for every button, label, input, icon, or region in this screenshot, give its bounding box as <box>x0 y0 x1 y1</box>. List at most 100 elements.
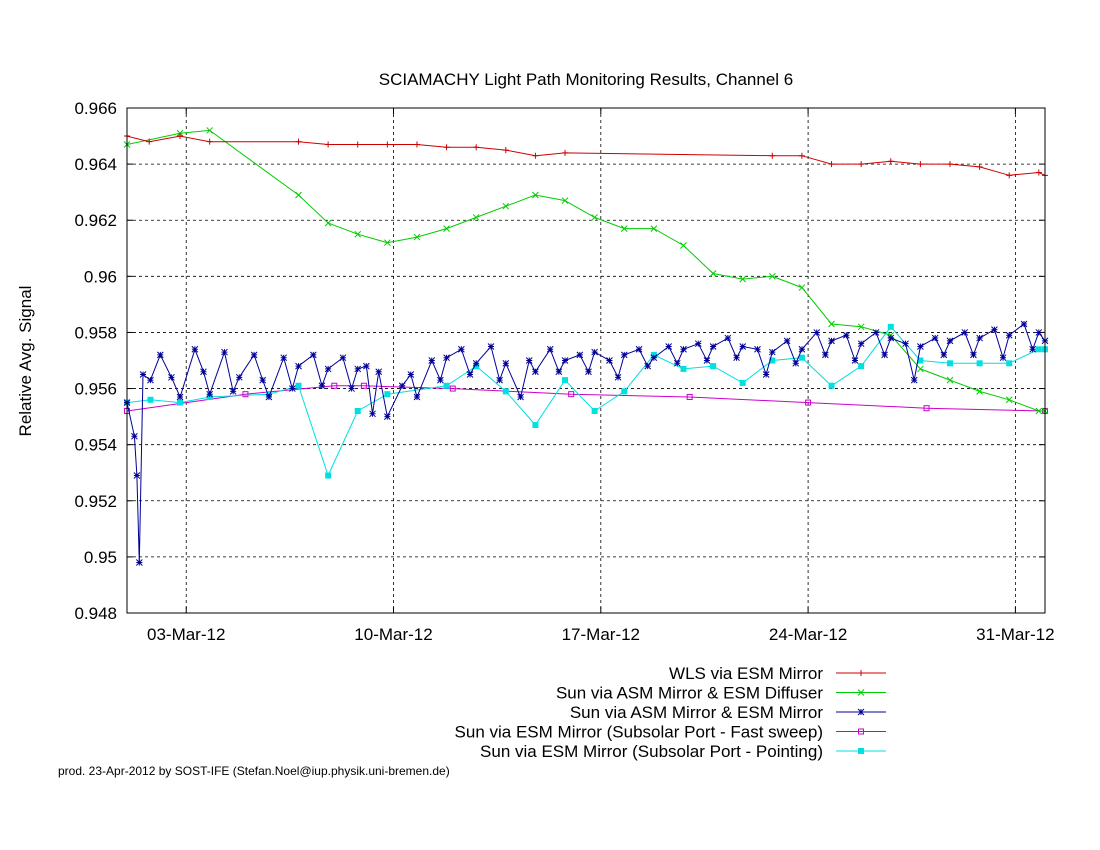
data-point <box>517 393 524 401</box>
data-point <box>532 191 539 199</box>
data-point <box>828 320 835 328</box>
data-point <box>946 360 953 367</box>
data-point <box>842 331 850 339</box>
data-point <box>739 275 747 283</box>
data-point <box>561 357 569 364</box>
data-point <box>591 408 598 414</box>
data-point <box>235 373 243 381</box>
data-point <box>206 138 213 145</box>
data-point <box>858 161 865 168</box>
x-tick-label: 03-Mar-12 <box>147 625 225 644</box>
x-tick-label: 31-Mar-12 <box>976 625 1054 644</box>
data-point <box>383 413 391 420</box>
data-point <box>206 127 214 134</box>
data-point <box>620 351 628 359</box>
data-point <box>384 141 391 148</box>
chart-title: SCIAMACHY Light Path Monitoring Results,… <box>379 70 794 89</box>
data-point <box>555 368 563 376</box>
data-point <box>917 343 924 350</box>
data-point <box>710 363 717 370</box>
data-point <box>858 748 864 754</box>
data-point <box>694 340 702 348</box>
data-point <box>473 144 480 151</box>
data-point <box>354 408 361 414</box>
data-point <box>650 225 658 232</box>
data-point <box>295 382 302 389</box>
data-point <box>828 161 835 168</box>
data-point <box>754 345 761 353</box>
data-point <box>976 360 983 367</box>
data-point <box>318 382 326 390</box>
data-point <box>635 345 643 353</box>
y-tick-label: 0.964 <box>74 155 117 174</box>
data-point <box>502 359 510 367</box>
data-point <box>783 337 791 345</box>
data-point <box>1029 345 1037 353</box>
data-point <box>585 368 592 376</box>
data-point <box>724 334 732 342</box>
grid <box>127 108 1045 613</box>
data-point <box>487 343 495 350</box>
y-tick-label: 0.966 <box>74 99 117 118</box>
y-tick-label: 0.962 <box>74 211 117 230</box>
data-point <box>961 329 969 336</box>
data-point <box>1035 407 1043 415</box>
y-tick-label: 0.956 <box>74 380 117 399</box>
data-point <box>242 391 249 398</box>
data-point <box>665 343 673 350</box>
data-point <box>568 391 575 398</box>
x-tick-label: 17-Mar-12 <box>562 625 640 644</box>
data-point <box>768 348 776 356</box>
data-point <box>295 362 302 370</box>
data-point <box>976 163 983 170</box>
data-point <box>325 141 332 148</box>
data-point <box>383 239 391 247</box>
data-point <box>798 152 805 159</box>
plot-frame <box>126 107 1046 614</box>
data-point <box>828 382 835 389</box>
axis-ticks: 0.948 0.95 0.952 0.954 0.956 0.958 0.96 0.962 0.… <box>74 99 1054 644</box>
data-point <box>591 214 598 221</box>
data-point <box>309 351 317 359</box>
data-point <box>769 357 776 364</box>
data-point <box>805 399 812 406</box>
data-point <box>324 219 332 227</box>
data-point <box>910 376 918 384</box>
data-point <box>822 351 829 359</box>
data-point <box>177 133 184 140</box>
data-point <box>354 141 361 148</box>
data-point <box>798 345 806 353</box>
data-point <box>407 371 415 378</box>
legend-label: Sun via ASM Mirror & ESM Mirror <box>570 703 823 722</box>
data-point <box>644 362 652 370</box>
data-point <box>673 359 681 367</box>
data-point <box>620 225 628 232</box>
data-point <box>887 323 894 330</box>
data-point <box>147 396 154 403</box>
data-point <box>324 365 332 373</box>
data-point <box>562 377 569 384</box>
data-point <box>413 393 421 401</box>
data-point <box>295 191 302 199</box>
data-point <box>857 323 865 331</box>
series-line <box>126 385 1046 412</box>
data-point <box>265 393 273 401</box>
data-point <box>857 689 865 696</box>
data-point <box>259 376 267 384</box>
data-point <box>135 559 143 566</box>
y-tick-label: 0.952 <box>74 492 117 511</box>
data-point <box>348 385 355 392</box>
data-point <box>686 393 693 400</box>
data-point <box>798 354 805 361</box>
data-point <box>917 161 924 168</box>
data-point <box>369 410 376 418</box>
data-point <box>999 354 1007 362</box>
data-point <box>1035 346 1042 353</box>
data-point <box>546 345 554 353</box>
data-point <box>739 379 746 386</box>
data-point <box>168 373 175 381</box>
data-point <box>229 388 237 395</box>
data-point <box>739 343 747 350</box>
data-point <box>502 147 509 154</box>
data-point <box>768 272 776 280</box>
